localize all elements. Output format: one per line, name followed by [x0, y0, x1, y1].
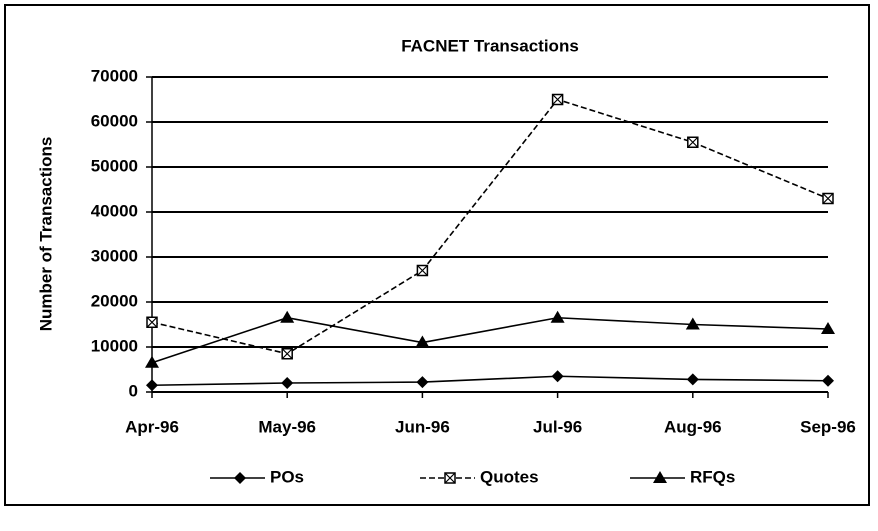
- y-tick-label: 40000: [91, 201, 138, 220]
- legend-label: Quotes: [480, 467, 539, 486]
- marker: [551, 370, 564, 383]
- marker: [822, 192, 834, 205]
- marker: [146, 379, 158, 392]
- marker: [444, 472, 456, 484]
- x-tick-label: Sep-96: [800, 417, 856, 436]
- y-tick-label: 50000: [91, 156, 138, 175]
- y-tick-label: 60000: [91, 111, 138, 130]
- x-tick-label: May-96: [258, 417, 316, 436]
- chart-title: FACNET Transactions: [401, 36, 579, 55]
- x-tick-label: Jun-96: [395, 417, 450, 436]
- legend-label: POs: [270, 467, 304, 486]
- x-tick-label: Jul-96: [533, 417, 582, 436]
- y-axis-label: Number of Transactions: [36, 137, 55, 332]
- marker: [280, 310, 295, 323]
- marker: [653, 471, 667, 483]
- marker: [145, 355, 159, 368]
- marker: [687, 136, 699, 148]
- marker: [686, 373, 699, 386]
- marker: [550, 310, 565, 323]
- marker: [551, 93, 564, 106]
- y-tick-label: 30000: [91, 246, 138, 265]
- y-tick-label: 20000: [91, 291, 138, 310]
- marker: [416, 264, 429, 277]
- marker: [146, 316, 158, 328]
- y-tick-label: 10000: [91, 336, 138, 355]
- marker: [281, 348, 293, 360]
- series-line: [151, 98, 829, 355]
- marker: [822, 374, 834, 387]
- x-tick-label: Apr-96: [125, 417, 179, 436]
- series-line: [151, 316, 829, 364]
- chart-frame: [4, 4, 870, 506]
- marker: [416, 376, 429, 389]
- marker: [821, 322, 835, 334]
- marker: [685, 317, 700, 330]
- legend-label: RFQs: [690, 467, 735, 486]
- marker: [281, 377, 294, 389]
- y-tick-label: 0: [129, 381, 138, 400]
- series-line: [151, 375, 829, 387]
- x-tick-label: Aug-96: [664, 417, 722, 436]
- marker: [234, 472, 246, 484]
- marker: [415, 335, 430, 348]
- y-tick-label: 70000: [91, 66, 138, 85]
